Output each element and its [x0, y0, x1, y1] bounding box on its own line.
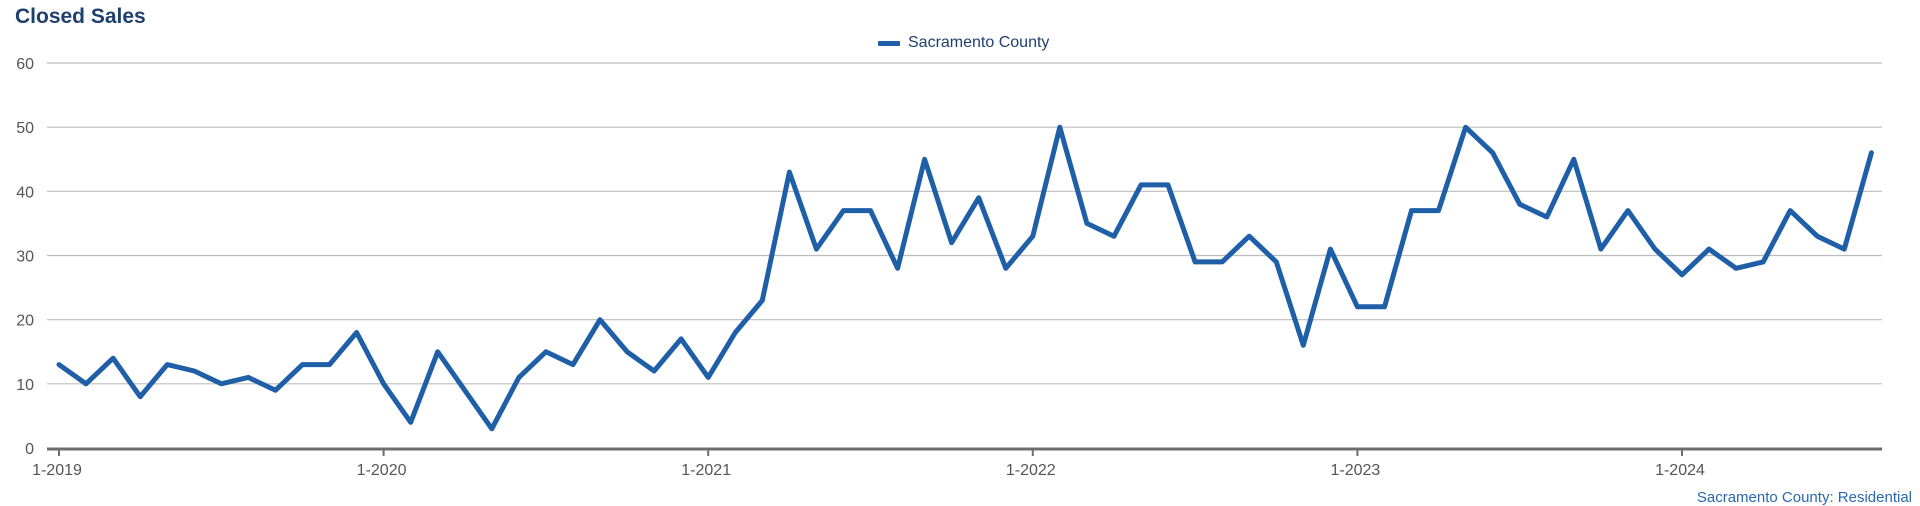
y-tick-label-50: 50 — [16, 120, 34, 137]
grid-layer — [47, 62, 1882, 385]
x-tick-label-1-2021: 1-2021 — [681, 462, 731, 479]
x-tick-label-1-2023: 1-2023 — [1330, 462, 1380, 479]
y-tick-label-60: 60 — [16, 56, 34, 73]
chart-title: Closed Sales — [15, 5, 146, 28]
series-line-0 — [56, 124, 1874, 432]
chart-footnote: Sacramento County: Residential — [1696, 489, 1912, 506]
axis-layer: 0 10 20 30 40 50 60 1-2019 1-2020 1-2021 1-2022 1-2… — [16, 56, 1882, 479]
legend-swatch — [878, 40, 900, 46]
series-layer — [56, 124, 1874, 432]
x-tick-label-1-2020: 1-2020 — [357, 462, 407, 479]
y-tick-label-40: 40 — [16, 184, 34, 201]
legend: Sacramento County — [878, 34, 1049, 52]
x-tick-label-1-2022: 1-2022 — [1006, 462, 1056, 479]
y-tick-label-10: 10 — [16, 377, 34, 394]
legend-label: Sacramento County — [908, 34, 1050, 51]
x-tick-label-1-2024: 1-2024 — [1655, 462, 1705, 479]
y-tick-label-20: 20 — [16, 313, 34, 330]
x-tick-label-1-2019: 1-2019 — [32, 462, 82, 479]
y-tick-label-30: 30 — [16, 249, 34, 266]
y-tick-label-0: 0 — [25, 441, 34, 458]
